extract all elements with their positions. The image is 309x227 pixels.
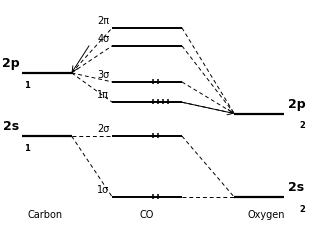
Text: 2s: 2s <box>3 120 19 133</box>
Text: 4σ: 4σ <box>97 34 109 44</box>
Text: 2: 2 <box>299 121 305 130</box>
Text: Oxygen: Oxygen <box>248 210 285 220</box>
Text: 1: 1 <box>24 144 30 153</box>
Text: 1: 1 <box>24 81 30 91</box>
Text: 1π: 1π <box>97 90 109 100</box>
Text: Carbon: Carbon <box>28 210 63 220</box>
Text: 2: 2 <box>299 205 305 214</box>
Text: 2p: 2p <box>288 98 306 111</box>
Text: 3σ: 3σ <box>97 70 109 80</box>
Text: CO: CO <box>140 210 154 220</box>
Text: 2s: 2s <box>288 181 304 194</box>
Text: 1σ: 1σ <box>97 185 109 195</box>
Text: 2σ: 2σ <box>97 124 109 134</box>
Text: 2p: 2p <box>2 57 19 70</box>
Text: 2π: 2π <box>97 15 109 25</box>
